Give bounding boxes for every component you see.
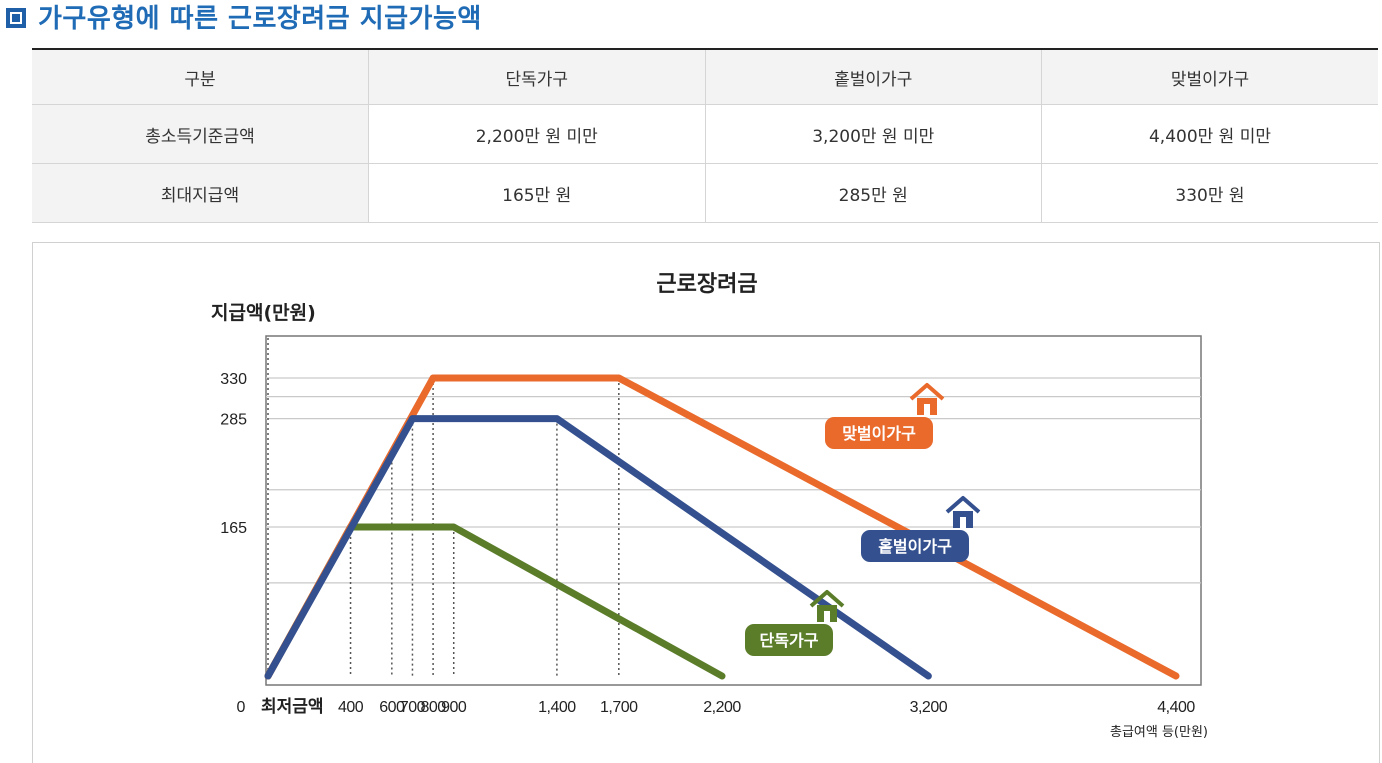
table-header-cell: 맞벌이가구 xyxy=(1041,48,1378,105)
house-icon xyxy=(909,383,945,415)
series-label-box xyxy=(745,624,833,656)
table-header-cell: 단독가구 xyxy=(368,48,705,105)
x-tick-label: 3,200 xyxy=(910,699,948,716)
x-start-label: 최저금액 xyxy=(261,697,324,717)
house-door xyxy=(824,611,830,622)
house-roof xyxy=(909,383,945,401)
series-label: 단독가구 xyxy=(745,590,845,656)
table-header-cell: 구분 xyxy=(32,48,369,105)
x-zero-label: 0 xyxy=(237,699,246,716)
house-icon xyxy=(945,496,981,528)
x-tick-label: 700 xyxy=(400,699,426,716)
table-cell: 165만 원 xyxy=(368,163,705,223)
series-group xyxy=(264,374,1180,680)
chart-svg: 근로장려금 지급액(만원) 총급여액 등(만원) 단독가구홑벌이가구맞벌이가구 … xyxy=(211,272,1208,740)
chart-title: 근로장려금 xyxy=(656,272,757,297)
y-tick-labels: 165 285 330 xyxy=(220,371,247,537)
x-tick-label: 400 xyxy=(338,699,364,716)
x-tick-label: 900 xyxy=(441,699,467,716)
page-title: 가구유형에 따른 근로장려금 지급가능액 xyxy=(38,4,482,34)
y-axis-label: 지급액(만원) xyxy=(211,302,316,324)
series-labels: 단독가구 홑벌이가구 맞벌이가구 xyxy=(745,383,981,656)
table-row: 최대지급액 165만 원 285만 원 330만 원 xyxy=(32,163,1378,223)
x-tick-label: 800 xyxy=(420,699,446,716)
y-tick-label: 330 xyxy=(220,371,247,388)
x-tick-label: 1,700 xyxy=(600,699,638,716)
table-header-row: 구분 단독가구 홑벌이가구 맞벌이가구 xyxy=(32,48,1378,105)
row-label: 총소득기준금액 xyxy=(32,104,369,164)
series-label-box xyxy=(861,530,969,562)
table-cell: 3,200만 원 미만 xyxy=(704,104,1042,164)
x-axis-label: 총급여액 등(만원) xyxy=(1110,725,1208,740)
square-bullet-icon xyxy=(6,8,26,28)
table-cell: 2,200만 원 미만 xyxy=(368,104,705,164)
series-label-text: 단독가구 xyxy=(760,631,819,650)
series-label-text: 맞벌이가구 xyxy=(842,424,916,443)
x-tick-label: 4,400 xyxy=(1157,699,1195,716)
y-tick-label: 165 xyxy=(220,520,247,537)
house-icon xyxy=(809,590,845,622)
series-label-box xyxy=(825,417,933,449)
plot-area xyxy=(265,335,1202,686)
series-line xyxy=(264,415,932,680)
chart-container: 근로장려금 지급액(만원) 총급여액 등(만원) 단독가구 홑벌이가구 맞벌이가구 … xyxy=(32,242,1380,763)
house-door xyxy=(960,517,966,528)
table-header-cell: 홑벌이가구 xyxy=(704,48,1042,105)
series-label-text: 홑벌이가구 xyxy=(878,537,952,556)
house-roof xyxy=(809,590,845,608)
table-row: 총소득기준금액 2,200만 원 미만 3,200만 원 미만 4,400만 원… xyxy=(32,104,1378,164)
table-cell: 330만 원 xyxy=(1041,163,1378,223)
house-door xyxy=(924,404,930,415)
table-cell: 285만 원 xyxy=(704,163,1042,223)
series-label: 홑벌이가구 xyxy=(861,496,981,562)
y-tick-label: 285 xyxy=(220,412,247,429)
guide-lines xyxy=(267,338,620,676)
table-cell: 4,400만 원 미만 xyxy=(1041,104,1378,164)
x-tick-label: 600 xyxy=(379,699,405,716)
series-label: 맞벌이가구 xyxy=(825,383,945,449)
house-roof xyxy=(945,496,981,514)
title-bar: 가구유형에 따른 근로장려금 지급가능액 xyxy=(0,0,1382,40)
summary-table: 구분 단독가구 홑벌이가구 맞벌이가구 총소득기준금액 2,200만 원 미만 … xyxy=(32,48,1378,223)
row-label: 최대지급액 xyxy=(32,163,369,223)
x-tick-label: 2,200 xyxy=(703,699,741,716)
x-tick-label: 1,400 xyxy=(538,699,576,716)
